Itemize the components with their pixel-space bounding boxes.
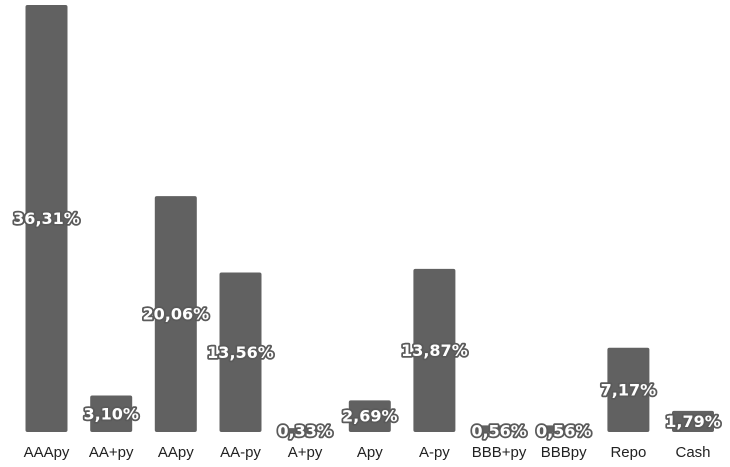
value-label: 13,56% — [207, 343, 274, 362]
value-label: 36,31% — [13, 209, 80, 228]
category-label: BBB+py — [472, 444, 527, 461]
value-label: 3,10% — [83, 404, 139, 423]
value-label: 0,56% — [536, 422, 592, 441]
bar-apy — [348, 400, 391, 432]
bar-a-py — [413, 268, 456, 432]
bar-bbbpy — [542, 425, 585, 432]
value-label: 1,79% — [665, 412, 721, 431]
category-label: BBBpy — [541, 444, 587, 461]
value-label: 0,56% — [471, 422, 527, 441]
bar-a-py — [284, 428, 327, 432]
bar-repo — [607, 347, 650, 432]
value-label: 7,17% — [601, 380, 657, 399]
value-label: 20,06% — [142, 305, 209, 324]
bar-aaapy — [25, 5, 68, 432]
bar-cash — [672, 410, 714, 432]
value-label: 2,69% — [342, 407, 398, 426]
category-label: A-py — [419, 444, 450, 461]
bars-group — [25, 5, 714, 432]
category-label: AA+py — [89, 444, 134, 461]
category-label: Repo — [610, 444, 646, 461]
category-label: AApy — [158, 444, 194, 461]
bar-aapy — [154, 196, 197, 432]
bar-bbb-py — [478, 425, 521, 432]
category-label: Cash — [675, 444, 710, 461]
category-label: A+py — [288, 444, 323, 461]
category-labels-group: AAApy AA+py AApy AA-py A+py Apy A-py BBB+py BBBp… — [24, 444, 711, 461]
bar-aa-py — [219, 272, 262, 432]
category-label: Apy — [357, 444, 383, 461]
bar-aa-py — [90, 395, 133, 432]
category-label: AAApy — [24, 444, 70, 461]
category-label: AA-py — [220, 444, 261, 461]
value-label: 0,33% — [277, 422, 333, 441]
value-labels-group: 36,31% 3,10% 20,06% 13,56% 0,33% 2,69% 13,87% 0… — [11, 207, 722, 442]
value-label: 13,87% — [401, 341, 468, 360]
